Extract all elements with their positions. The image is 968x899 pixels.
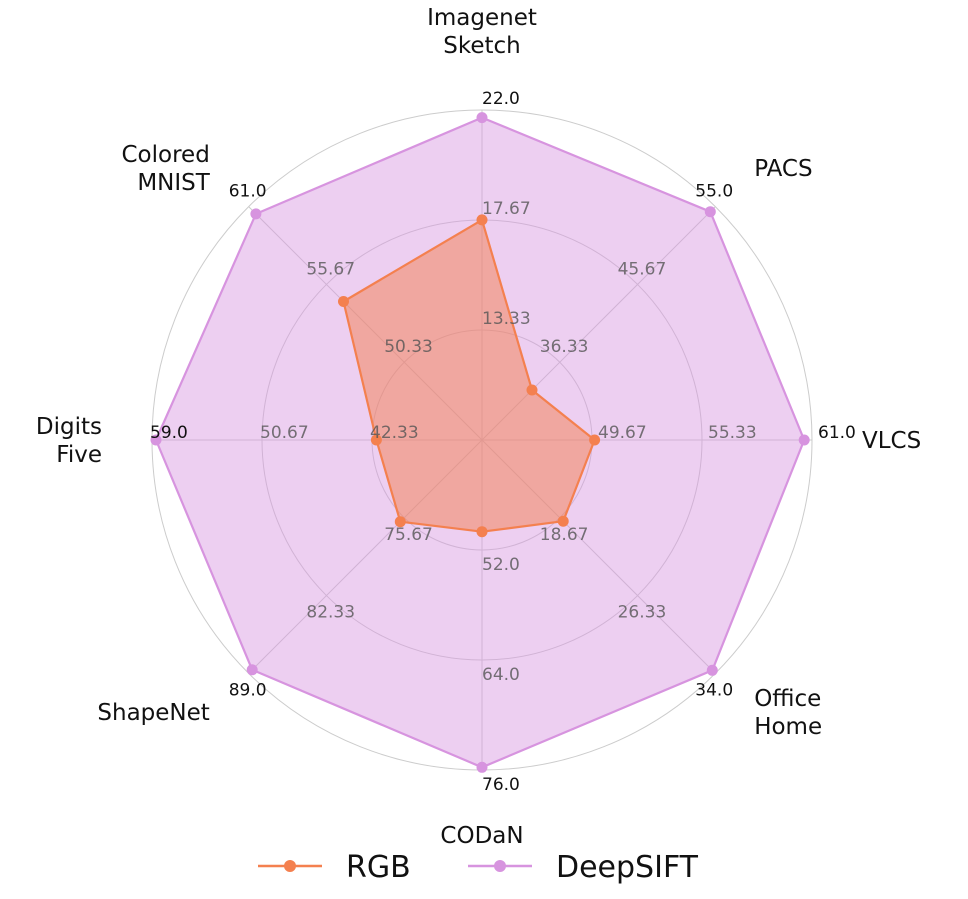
- tick-label-7-1: 42.33: [370, 423, 419, 443]
- tick-label-6-2: 82.33: [306, 603, 355, 623]
- tick-label-7-3: 59.0: [150, 423, 188, 443]
- point-deepsift-7: [150, 434, 162, 446]
- series-area-rgb: [343, 219, 595, 532]
- axis-label-line: Five: [56, 442, 102, 468]
- point-deepsift-2: [704, 206, 716, 218]
- point-rgb-1: [476, 214, 488, 226]
- point-rgb-2: [526, 384, 538, 396]
- tick-label-8-3: 61.0: [229, 182, 267, 202]
- point-rgb-8: [338, 296, 349, 307]
- tick-label-8-2: 55.67: [306, 259, 355, 279]
- tick-label-2-3: 55.0: [695, 182, 733, 202]
- tick-label-5-1: 52.0: [482, 555, 520, 575]
- legend: RGB DeepSIFT: [258, 850, 699, 885]
- legend-label-rgb: RGB: [346, 850, 411, 885]
- point-rgb-7: [370, 434, 382, 446]
- axis-label-6: ShapeNet: [97, 700, 209, 726]
- axis-label-1: Imagenet Sketch: [427, 5, 537, 59]
- tick-label-3-3: 61.0: [818, 423, 856, 443]
- tick-label-4-1: 18.67: [540, 525, 589, 545]
- tick-label-1-1: 13.33: [482, 309, 531, 329]
- point-deepsift-5: [476, 761, 488, 773]
- axis-label-line: Colored: [122, 142, 210, 168]
- point-deepsift-4: [706, 664, 718, 676]
- point-rgb-4: [557, 515, 569, 527]
- axis-label-7: Digits Five: [36, 414, 102, 468]
- point-deepsift-8: [250, 208, 262, 220]
- tick-label-6-1: 75.67: [384, 525, 433, 545]
- axis-label-2: PACS: [754, 156, 812, 182]
- axis-label-5: CODaN: [440, 823, 523, 849]
- axis-label-line: Sketch: [443, 33, 521, 59]
- axis-label-line: Imagenet: [427, 5, 537, 31]
- axis-label-line: PACS: [754, 156, 812, 182]
- legend-marker-rgb: [284, 860, 296, 872]
- axis-label-line: ShapeNet: [97, 700, 209, 726]
- series-layer: [150, 112, 810, 773]
- point-deepsift-1: [476, 112, 488, 124]
- tick-label-5-2: 64.0: [482, 665, 520, 685]
- tick-label-3-1: 49.67: [598, 423, 647, 443]
- tick-label-8-1: 50.33: [384, 337, 433, 357]
- axis-label-line: VLCS: [862, 428, 921, 454]
- tick-label-4-3: 34.0: [695, 680, 733, 700]
- point-rgb-3: [589, 434, 601, 446]
- tick-label-5-3: 76.0: [482, 775, 520, 795]
- tick-label-4-2: 26.33: [618, 603, 667, 623]
- point-rgb-6: [394, 516, 406, 528]
- axis-label-8: Colored MNIST: [122, 142, 211, 196]
- tick-label-1-2: 17.67: [482, 199, 531, 219]
- tick-label-1-3: 22.0: [482, 89, 520, 109]
- axis-label-line: Home: [754, 714, 822, 740]
- point-deepsift-6: [246, 664, 258, 676]
- tick-label-2-1: 36.33: [540, 337, 589, 357]
- tick-label-6-3: 89.0: [229, 680, 267, 700]
- tick-label-7-2: 50.67: [260, 423, 309, 443]
- axis-label-layer: Imagenet Sketch PACS VLCS Office Home CODaN Sha…: [36, 5, 921, 849]
- tick-label-layer: 13.33 17.67 22.0 36.33 45.67 55.0 49.67 55.33 61…: [150, 89, 856, 795]
- tick-label-3-2: 55.33: [708, 423, 757, 443]
- legend-label-deepsift: DeepSIFT: [556, 850, 699, 885]
- axis-label-line: Office: [754, 686, 821, 712]
- axis-label-line: Digits: [36, 414, 102, 440]
- axis-label-line: MNIST: [137, 170, 210, 196]
- legend-marker-deepsift: [494, 860, 506, 872]
- axis-label-4: Office Home: [754, 686, 822, 740]
- point-deepsift-3: [798, 434, 810, 446]
- axis-label-line: CODaN: [440, 823, 523, 849]
- tick-label-2-2: 45.67: [618, 259, 667, 279]
- axis-label-3: VLCS: [862, 428, 921, 454]
- point-rgb-5: [476, 526, 488, 538]
